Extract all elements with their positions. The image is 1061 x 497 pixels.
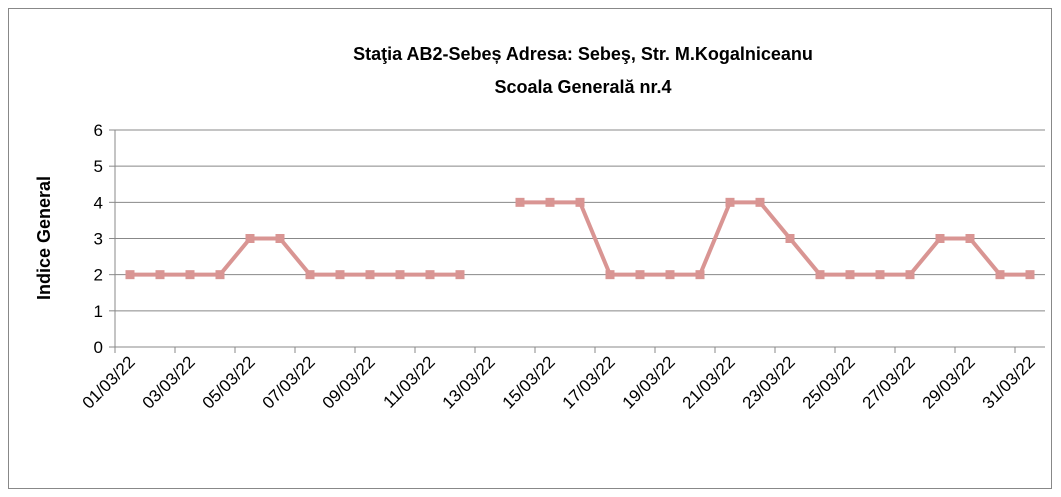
- point-marker: [845, 270, 855, 280]
- chart-title: Scoala Generală nr.4: [494, 77, 671, 97]
- point-marker: [905, 270, 915, 280]
- point-marker: [455, 270, 465, 280]
- y-tick-label: 5: [94, 157, 103, 176]
- point-marker: [185, 270, 195, 280]
- point-marker: [575, 197, 585, 207]
- point-marker: [245, 234, 255, 243]
- point-marker: [215, 270, 225, 280]
- point-marker: [725, 197, 735, 207]
- point-marker: [1025, 270, 1035, 280]
- y-tick-label: 6: [94, 121, 103, 140]
- point-marker: [545, 197, 555, 207]
- y-tick-label: 3: [94, 230, 103, 249]
- y-tick-label: 4: [94, 193, 103, 212]
- point-marker: [995, 270, 1005, 280]
- point-marker: [155, 270, 165, 280]
- point-marker: [125, 270, 135, 280]
- point-marker: [425, 270, 435, 280]
- point-marker: [395, 270, 405, 280]
- point-marker: [335, 270, 345, 280]
- point-marker: [635, 270, 645, 280]
- point-marker: [965, 234, 975, 243]
- point-marker: [275, 234, 285, 243]
- point-marker: [815, 270, 825, 280]
- y-tick-label: 2: [94, 266, 103, 285]
- y-tick-label: 1: [94, 302, 103, 321]
- point-marker: [695, 270, 705, 280]
- y-tick-label: 0: [94, 338, 103, 357]
- point-marker: [305, 270, 315, 280]
- point-marker: [365, 270, 375, 280]
- point-marker: [515, 197, 525, 207]
- point-marker: [605, 270, 615, 280]
- chart-border: [8, 8, 1052, 489]
- point-marker: [875, 270, 885, 280]
- point-marker: [935, 234, 945, 243]
- y-axis-label: Indice General: [34, 176, 54, 300]
- point-marker: [785, 234, 795, 243]
- point-marker: [665, 270, 675, 280]
- point-marker: [755, 197, 765, 207]
- series-line: [130, 200, 1030, 277]
- chart-title: Staţia AB2-Sebeș Adresa: Sebeş, Str. M.K…: [353, 44, 813, 64]
